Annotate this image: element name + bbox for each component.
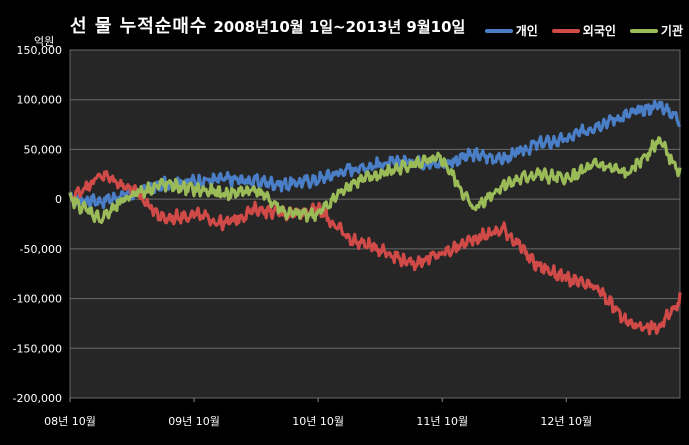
legend-swatch	[629, 28, 658, 33]
legend: 개인 외국인 기관	[484, 22, 683, 39]
y-tick-label: 150,000	[17, 44, 63, 57]
legend-label: 기관	[660, 24, 683, 38]
legend-label: 외국인	[582, 24, 616, 38]
legend-item: 외국인	[551, 22, 616, 39]
x-tick-label: 12년 10월	[540, 415, 592, 428]
x-tick-label: 09년 10월	[168, 415, 220, 428]
chart-title-main: 선 물 누적순매수	[70, 16, 208, 37]
x-tick-label: 08년 10월	[44, 415, 96, 428]
y-tick-label: 0	[55, 193, 62, 206]
y-tick-label: -150,000	[13, 342, 62, 355]
plot-area	[69, 49, 681, 399]
y-tick-label: -50,000	[20, 243, 62, 256]
legend-item: 기관	[629, 22, 683, 39]
x-tick-label: 10년 10월	[292, 415, 344, 428]
y-tick-label: 50,000	[24, 143, 63, 156]
y-tick-label: 100,000	[17, 94, 63, 107]
legend-item: 개인	[484, 22, 538, 39]
series-line-2	[68, 170, 682, 336]
chart-title: 선 물 누적순매수 2008년10월 1일~2013년 9월10일	[70, 12, 465, 38]
chart-subtitle: 2008년10월 1일~2013년 9월10일	[213, 18, 466, 36]
x-tick-label: 11년 10월	[416, 415, 468, 428]
legend-swatch	[484, 28, 513, 33]
series-line-3	[68, 136, 682, 224]
y-tick-label: -200,000	[13, 392, 62, 405]
y-axis-unit: 억원	[34, 35, 55, 48]
legend-label: 개인	[515, 24, 538, 38]
y-tick-label: -100,000	[13, 293, 62, 306]
legend-swatch	[551, 28, 580, 33]
